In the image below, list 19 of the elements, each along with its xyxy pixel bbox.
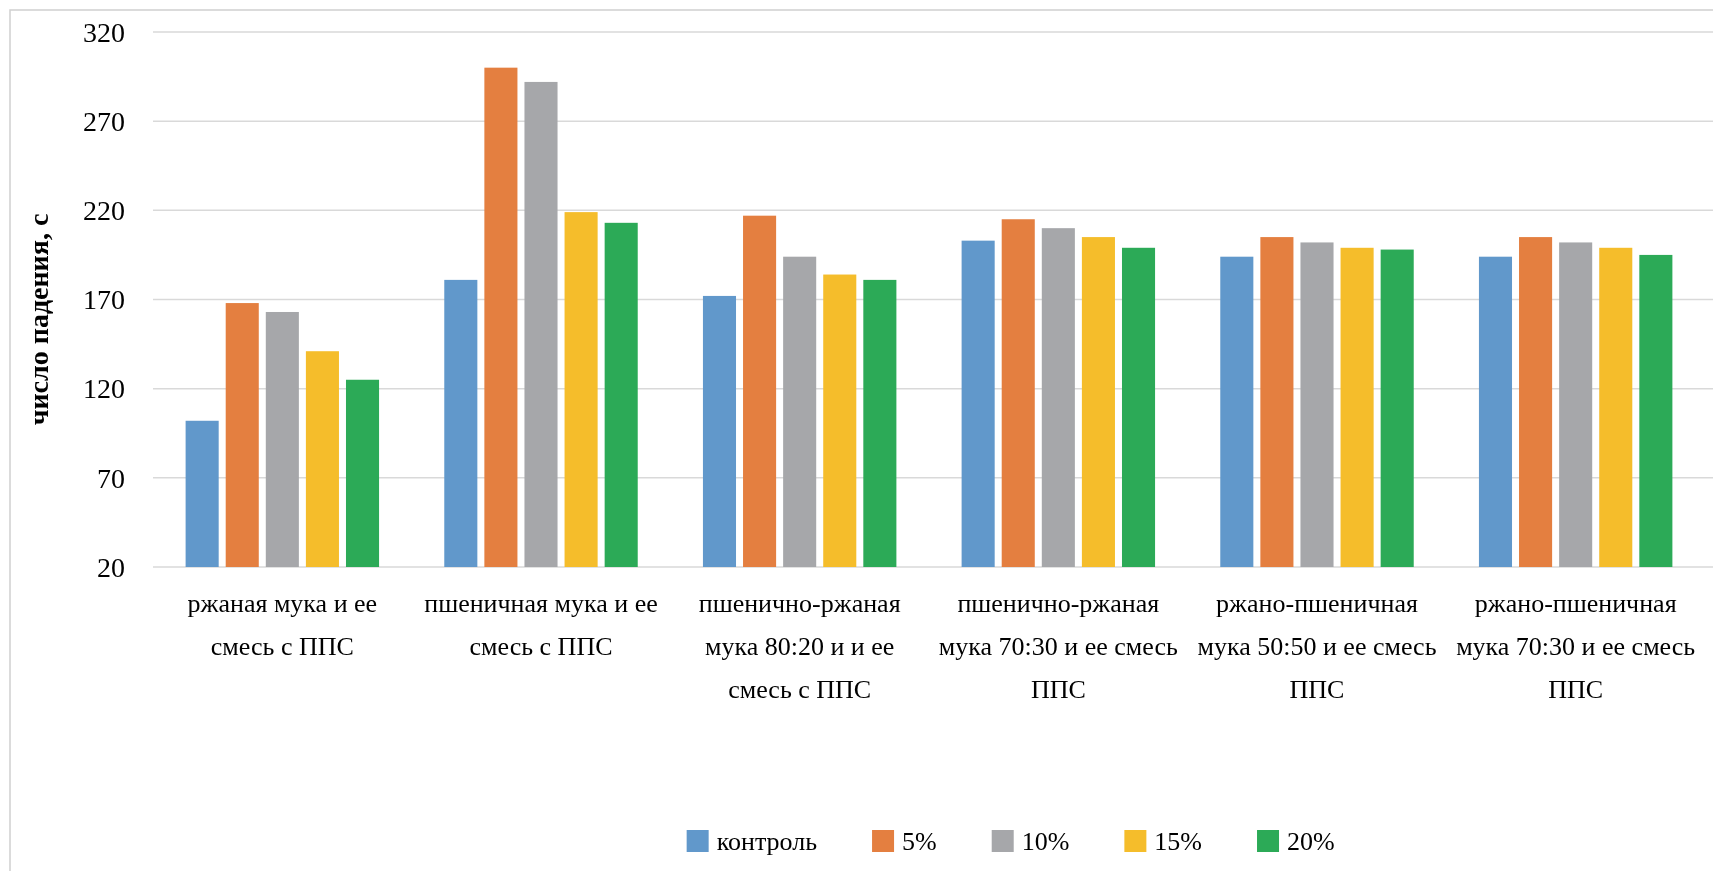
- y-tick-label: 270: [83, 105, 125, 137]
- x-tick-label: пшенично-ржаная мука 70:30 и ее смесь ППС: [938, 589, 1178, 704]
- legend-label: 10%: [1021, 827, 1070, 857]
- x-tick-label: пшеничная мука и ее смесь с ППС: [424, 589, 658, 661]
- legend-label: 15%: [1154, 827, 1203, 857]
- legend-label: контроль: [716, 827, 818, 857]
- x-tick-label: ржано-пшеничная мука 50:50 и ее смесь ППС: [1197, 589, 1437, 704]
- y-tick-label: 120: [83, 373, 125, 405]
- y-tick-label: 220: [83, 195, 125, 227]
- y-tick-label: 170: [83, 284, 125, 316]
- legend-label: 20%: [1287, 827, 1335, 857]
- y-tick-label: 320: [83, 16, 125, 48]
- y-tick-label: 70: [97, 462, 125, 494]
- x-tick-label: ржаная мука и ее смесь с ППС: [187, 589, 378, 661]
- y-tick-label: 20: [97, 551, 125, 583]
- x-tick-label: пшенично-ржаная мука 80:20 и и ее смесь с ППС: [698, 589, 901, 704]
- legend-label: 5%: [902, 827, 937, 857]
- y-axis-title: число падения, с: [23, 213, 54, 426]
- x-tick-label: ржано-пшеничная мука 70:30 и ее смесь ППС: [1456, 589, 1696, 704]
